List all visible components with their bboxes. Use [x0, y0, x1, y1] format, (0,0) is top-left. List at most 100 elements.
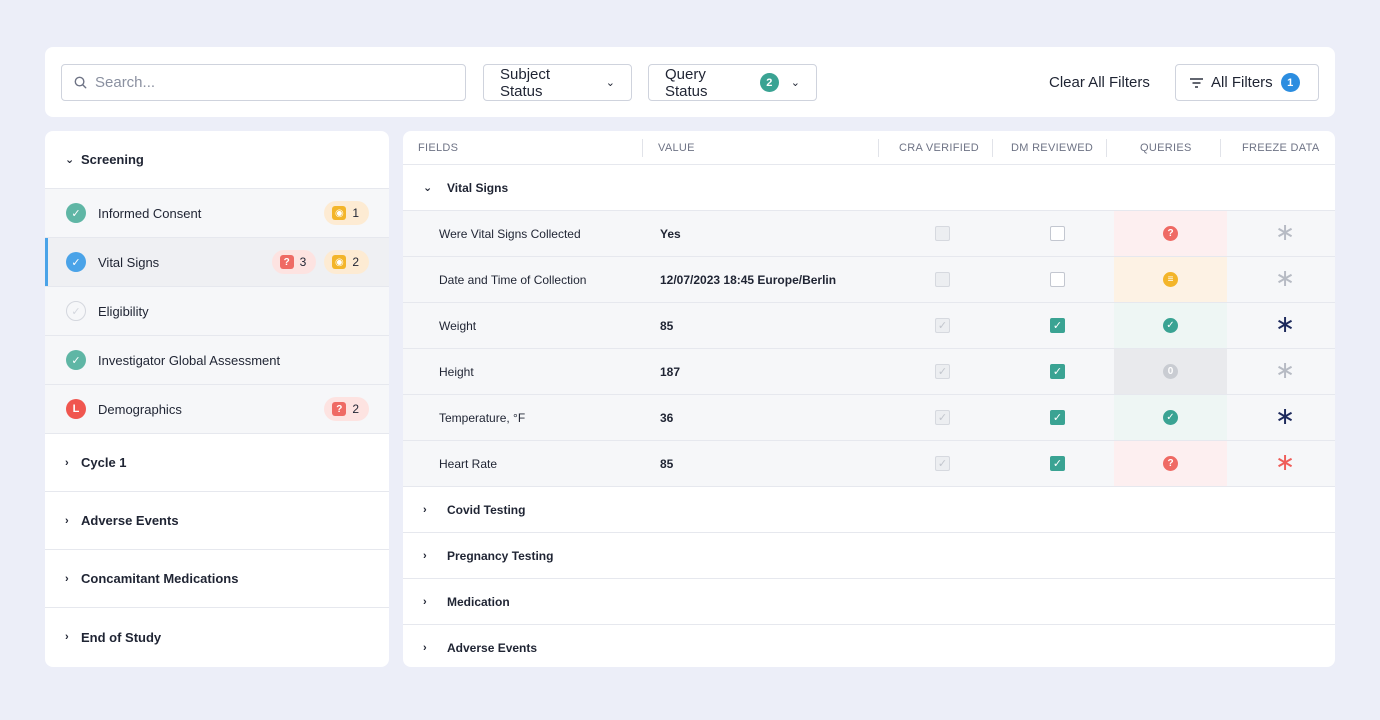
query-status-count-badge: 2	[759, 73, 779, 92]
comment-count-badge[interactable]: ◉ 1	[324, 201, 369, 225]
sidebar-item-investigator-global-assessment[interactable]: ✓ Investigator Global Assessment	[45, 336, 389, 385]
header-queries: QUERIES	[1140, 142, 1192, 154]
freeze-asterisk-icon[interactable]: ∗	[1275, 219, 1296, 246]
group-medication[interactable]: › Medication	[403, 579, 1335, 625]
table-row: Height 187 ✓ ✓ 0 ∗	[403, 349, 1335, 395]
dm-reviewed-checkbox[interactable]	[1050, 226, 1065, 241]
search-input[interactable]	[95, 74, 455, 91]
field-name: Height	[439, 365, 474, 379]
group-label: Adverse Events	[447, 641, 538, 655]
query-count-badge[interactable]: ? 3	[271, 250, 317, 274]
field-value: 85	[660, 319, 674, 333]
sidebar-item-vital-signs[interactable]: ✓ Vital Signs ? 3 ◉ 2	[45, 238, 389, 287]
cra-verified-checkbox[interactable]: ✓	[935, 364, 950, 379]
freeze-asterisk-icon[interactable]: ∗	[1275, 311, 1296, 338]
chevron-down-icon: ⌄	[605, 77, 615, 89]
group-pregnancy-testing[interactable]: › Pregnancy Testing	[403, 533, 1335, 579]
chevron-right-icon: ›	[65, 514, 69, 527]
cra-verified-checkbox[interactable]	[935, 272, 950, 287]
query-cell[interactable]: ?	[1114, 441, 1227, 486]
cra-verified-checkbox[interactable]: ✓	[935, 456, 950, 471]
cra-verified-checkbox[interactable]: ✓	[935, 318, 950, 333]
sidebar-section-end-of-study[interactable]: › End of Study	[45, 608, 389, 666]
sidebar-section-adverse-events[interactable]: › Adverse Events	[45, 492, 389, 550]
chevron-right-icon: ›	[423, 549, 427, 562]
filter-icon	[1190, 77, 1203, 88]
sidebar-item-informed-consent[interactable]: ✓ Informed Consent ◉ 1	[45, 189, 389, 238]
sidebar-section-screening[interactable]: ⌄ Screening	[45, 131, 389, 189]
query-cell[interactable]: ?	[1114, 211, 1227, 256]
complete-check-icon: ✓	[66, 203, 86, 223]
table-row: Weight 85 ✓ ✓ ✓ ∗	[403, 303, 1335, 349]
dm-reviewed-checkbox[interactable]	[1050, 272, 1065, 287]
complete-check-icon: ✓	[66, 350, 86, 370]
in-progress-check-icon: ✓	[66, 252, 86, 272]
query-status-dropdown[interactable]: Query Status 2 ⌄	[648, 64, 817, 101]
query-cell[interactable]: 0	[1114, 349, 1227, 394]
cra-verified-checkbox[interactable]: ✓	[935, 410, 950, 425]
group-adverse-events[interactable]: › Adverse Events	[403, 625, 1335, 667]
form-label: Vital Signs	[98, 254, 160, 270]
chevron-down-icon: ⌄	[790, 77, 800, 89]
field-name: Weight	[439, 319, 477, 333]
group-label: Medication	[447, 594, 510, 609]
locked-status-icon: L	[66, 399, 86, 419]
all-filters-button[interactable]: All Filters 1	[1175, 64, 1319, 101]
group-covid-testing[interactable]: › Covid Testing	[403, 487, 1335, 533]
sidebar-section-cycle-1[interactable]: › Cycle 1	[45, 434, 389, 492]
badge-count: 3	[299, 255, 307, 269]
badge-count: 2	[352, 402, 359, 416]
dm-reviewed-checkbox[interactable]: ✓	[1050, 410, 1065, 425]
question-icon: ?	[279, 255, 294, 269]
sidebar-item-eligibility[interactable]: ✓ Eligibility	[45, 287, 389, 336]
chevron-right-icon: ›	[65, 456, 69, 469]
clear-all-filters-button[interactable]: Clear All Filters	[1049, 74, 1150, 91]
header-value: VALUE	[658, 142, 695, 154]
query-cell[interactable]: ≡	[1114, 257, 1227, 302]
query-cell[interactable]: ✓	[1114, 303, 1227, 348]
dm-reviewed-checkbox[interactable]: ✓	[1050, 318, 1065, 333]
section-label: End of Study	[81, 629, 162, 645]
badge-count: 2	[352, 255, 359, 269]
query-count-badge[interactable]: ? 2	[324, 397, 369, 421]
cra-verified-checkbox[interactable]	[935, 226, 950, 241]
form-label: Investigator Global Assessment	[98, 352, 281, 368]
open-query-icon: ?	[1163, 226, 1178, 241]
search-box[interactable]	[61, 64, 466, 101]
form-label: Informed Consent	[98, 205, 202, 221]
sidebar-item-demographics[interactable]: L Demographics ? 2	[45, 385, 389, 434]
dm-reviewed-checkbox[interactable]: ✓	[1050, 456, 1065, 471]
chevron-right-icon: ›	[423, 503, 427, 516]
chevron-right-icon: ›	[65, 631, 69, 643]
query-cell[interactable]: ✓	[1114, 395, 1227, 440]
section-label: Cycle 1	[81, 455, 127, 470]
subject-status-dropdown[interactable]: Subject Status ⌄	[483, 64, 632, 101]
freeze-asterisk-icon[interactable]: ∗	[1275, 357, 1296, 384]
chevron-down-icon: ⌄	[65, 154, 75, 166]
question-icon: ?	[332, 402, 347, 416]
comment-icon: ◉	[332, 255, 347, 269]
form-label: Demographics	[98, 401, 182, 417]
table-row: Heart Rate 85 ✓ ✓ ? ∗	[403, 441, 1335, 487]
group-vital-signs[interactable]: ⌄ Vital Signs	[403, 165, 1335, 211]
sidebar-section-concamitant-medications[interactable]: › Concamitant Medications	[45, 550, 389, 608]
group-label: Covid Testing	[447, 502, 526, 517]
header-freeze-data: FREEZE DATA	[1242, 142, 1320, 154]
field-value: 36	[660, 411, 674, 425]
comment-count-badge[interactable]: ◉ 2	[324, 250, 369, 274]
dm-reviewed-checkbox[interactable]: ✓	[1050, 364, 1065, 379]
freeze-asterisk-icon[interactable]: ∗	[1275, 403, 1296, 430]
table-header: FIELDS VALUE CRA VERIFIED DM REVIEWED QU…	[403, 131, 1335, 165]
form-label: Eligibility	[98, 303, 149, 319]
comment-icon: ≡	[1163, 272, 1178, 287]
section-label: Concamitant Medications	[81, 571, 239, 586]
freeze-asterisk-icon[interactable]: ∗	[1275, 265, 1296, 292]
not-started-check-icon: ✓	[66, 301, 86, 321]
zero-query-icon: 0	[1163, 364, 1178, 379]
field-name: Heart Rate	[439, 457, 498, 471]
freeze-asterisk-icon[interactable]: ∗	[1275, 449, 1296, 476]
table-row: Temperature, °F 36 ✓ ✓ ✓ ∗	[403, 395, 1335, 441]
all-filters-label: All Filters	[1211, 74, 1273, 91]
resolved-check-icon: ✓	[1163, 410, 1178, 425]
search-icon	[74, 76, 87, 89]
